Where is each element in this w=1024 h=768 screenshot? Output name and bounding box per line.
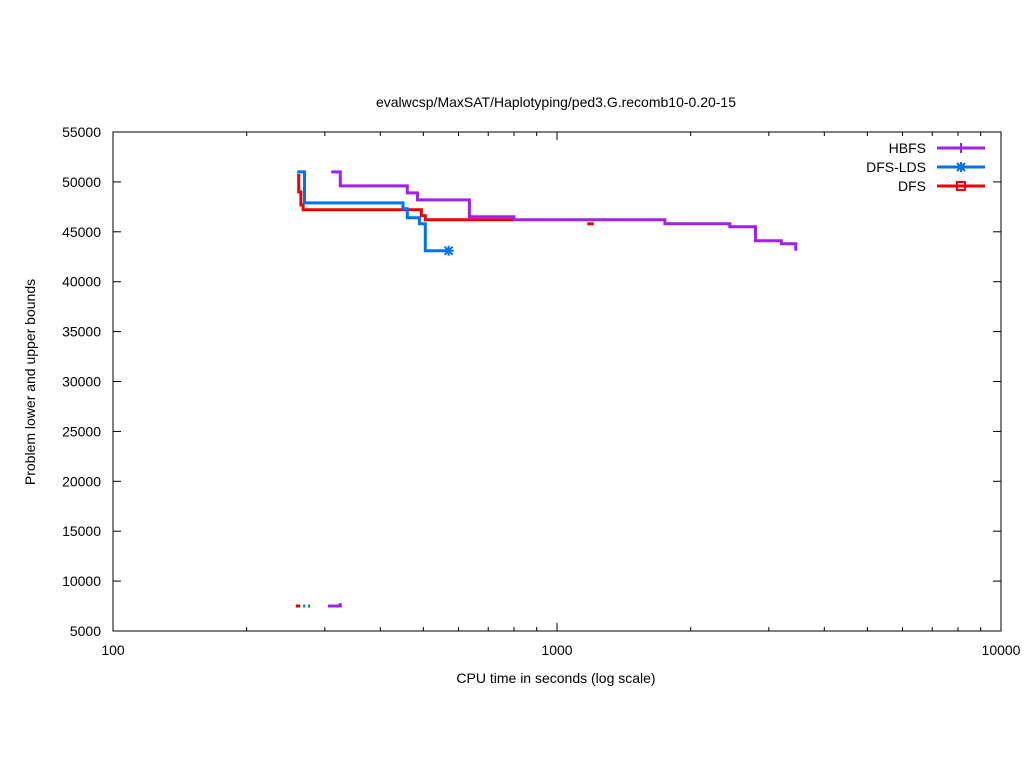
y-tick-label: 40000 <box>62 274 101 290</box>
y-axis-label: Problem lower and upper bounds <box>22 279 38 485</box>
y-tick-label: 5000 <box>70 623 101 639</box>
x-axis-label: CPU time in seconds (log scale) <box>456 670 655 686</box>
legend-item: DFS-LDS <box>866 159 985 175</box>
chart-title: evalwcsp/MaxSAT/Haplotyping/ped3.G.recom… <box>376 94 736 110</box>
legend-marker <box>956 181 966 191</box>
legend-item: HBFS <box>889 140 985 156</box>
upper-bound-line <box>297 170 449 253</box>
upper-bound-line <box>297 173 514 222</box>
legend-label: DFS-LDS <box>866 159 926 175</box>
y-tick-label: 25000 <box>62 423 101 439</box>
y-tick-label: 15000 <box>62 523 101 539</box>
x-tick-label: 10000 <box>982 642 1021 658</box>
series-layer <box>295 170 798 608</box>
upper-bound-line <box>331 170 798 251</box>
plot-frame <box>112 131 1002 632</box>
y-tick-label: 55000 <box>62 124 101 140</box>
x-axis: 100 1000 10000 <box>101 132 1021 658</box>
lower-bound-line <box>328 603 342 608</box>
legend-item: DFS <box>898 178 985 194</box>
legend: HBFS DFS-LDS DFS <box>866 140 985 194</box>
y-tick-label: 10000 <box>62 573 101 589</box>
y-tick-label: 35000 <box>62 324 101 340</box>
legend-marker <box>956 143 966 153</box>
series-dfs <box>295 173 594 608</box>
y-tick-label: 20000 <box>62 473 101 489</box>
y-tick-label: 45000 <box>62 224 101 240</box>
series-hbfs <box>328 170 798 608</box>
x-tick-label: 1000 <box>541 642 572 658</box>
end-point-marker <box>443 245 454 256</box>
legend-label: DFS <box>898 178 926 194</box>
legend-label: HBFS <box>889 140 926 156</box>
legend-marker <box>956 162 966 172</box>
y-axis: 5000 10000 15000 20000 25000 30000 35000 40000 4… <box>62 124 1001 639</box>
y-tick-label: 50000 <box>62 174 101 190</box>
series-dfs-lds <box>297 170 454 608</box>
x-tick-label: 100 <box>101 642 125 658</box>
y-tick-label: 30000 <box>62 374 101 390</box>
